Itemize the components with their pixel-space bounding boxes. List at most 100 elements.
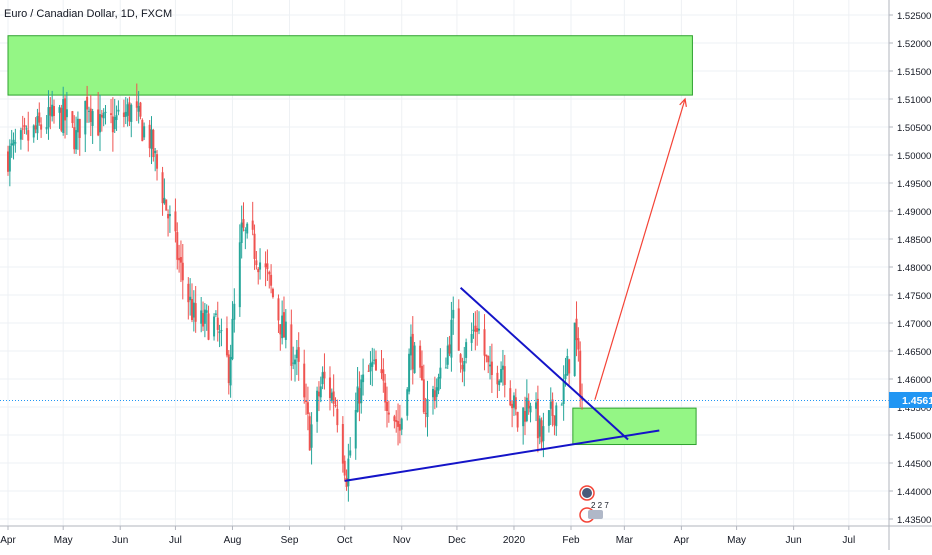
candle-body: [292, 362, 295, 364]
candle: [305, 383, 308, 415]
candle-body: [310, 424, 313, 448]
candle: [529, 402, 532, 423]
candle-body: [420, 365, 423, 381]
candle-body: [435, 387, 438, 397]
earnings-icon[interactable]: [582, 488, 592, 498]
candle: [25, 125, 28, 135]
candle-body: [165, 199, 168, 211]
candle-body: [266, 263, 269, 270]
candle: [168, 205, 171, 233]
candle: [187, 277, 190, 320]
candle: [7, 145, 9, 176]
events-marker[interactable]: 2 2 7: [579, 485, 609, 523]
candle-body: [141, 119, 144, 142]
candle-body: [487, 356, 490, 363]
candle: [509, 380, 512, 407]
candle-body: [437, 377, 440, 391]
candle-body: [161, 172, 164, 204]
candle: [174, 198, 177, 243]
candle-body: [349, 450, 352, 456]
candle: [330, 388, 333, 404]
candle: [240, 205, 243, 259]
candle: [100, 109, 103, 132]
candle: [319, 376, 322, 403]
candle: [435, 378, 438, 408]
candle-body: [154, 150, 157, 154]
candle: [459, 353, 462, 373]
candle-body: [511, 403, 514, 409]
ascending-trendline[interactable]: [344, 429, 660, 482]
candle: [135, 83, 138, 122]
time-tick-label: Jul: [169, 535, 182, 546]
candle-body: [433, 390, 436, 401]
projection-arrow-line[interactable]: [594, 98, 686, 400]
candle-body: [408, 353, 411, 392]
candle-body: [14, 142, 17, 144]
candle-body: [575, 318, 578, 341]
candle: [303, 349, 306, 404]
candle: [161, 166, 164, 216]
candle-body: [225, 328, 228, 356]
candle: [334, 397, 337, 408]
candle: [547, 410, 550, 433]
candle: [207, 305, 210, 341]
price-axis[interactable]: 1.52500 1.52000 1.51500 1.51000 1.50500 1.500…: [889, 11, 931, 526]
candle-body: [452, 309, 455, 319]
candle: [393, 414, 396, 429]
time-tick-label: Nov: [393, 535, 411, 546]
time-axis[interactable]: Apr May Jun Jul Aug Sep Oct Nov Dec 2020 Feb Mar Apr…: [0, 526, 855, 546]
candle-body: [98, 114, 101, 133]
candle: [476, 309, 479, 346]
candle: [336, 399, 339, 433]
candle: [387, 400, 390, 423]
candle-body: [501, 365, 504, 370]
price-tick-label: 1.50000: [897, 151, 931, 162]
candle: [47, 90, 50, 140]
candle: [227, 350, 230, 395]
candle: [474, 311, 477, 351]
demand-zone[interactable]: [572, 407, 697, 446]
supply-zone[interactable]: [7, 35, 693, 96]
candle-body: [8, 145, 11, 172]
candle-body: [38, 112, 41, 123]
candle: [362, 358, 365, 396]
candle-body: [535, 402, 538, 409]
candle-body: [294, 359, 297, 365]
candle: [573, 322, 576, 377]
candle-body: [214, 313, 217, 315]
candle-body: [10, 143, 13, 146]
candle-body: [259, 262, 262, 270]
candle-body: [189, 296, 192, 301]
candle-body: [317, 391, 320, 397]
candle: [257, 267, 260, 285]
descending-trendline[interactable]: [459, 286, 629, 441]
candle: [295, 339, 298, 376]
candle: [347, 443, 350, 502]
candle-body: [334, 405, 337, 407]
candle-body: [65, 109, 68, 118]
candle: [577, 327, 580, 362]
candle-body: [446, 345, 449, 365]
candle: [487, 355, 490, 374]
candle: [498, 379, 501, 392]
candle: [139, 101, 142, 120]
candle-body: [297, 347, 300, 362]
candle: [192, 290, 195, 332]
candle: [562, 365, 565, 421]
candle: [45, 114, 48, 134]
candle: [461, 357, 464, 383]
candle-body: [282, 312, 285, 338]
candle: [386, 386, 389, 428]
time-tick-label: May: [54, 535, 73, 546]
candle-body: [91, 111, 94, 126]
candle-body: [386, 401, 389, 412]
drawings-layer: [0, 97, 889, 482]
candle-body: [380, 369, 383, 374]
candle-body: [32, 125, 35, 138]
candle: [78, 118, 81, 156]
candle-body: [316, 390, 319, 422]
candle-body: [128, 102, 131, 122]
candle: [568, 358, 571, 385]
